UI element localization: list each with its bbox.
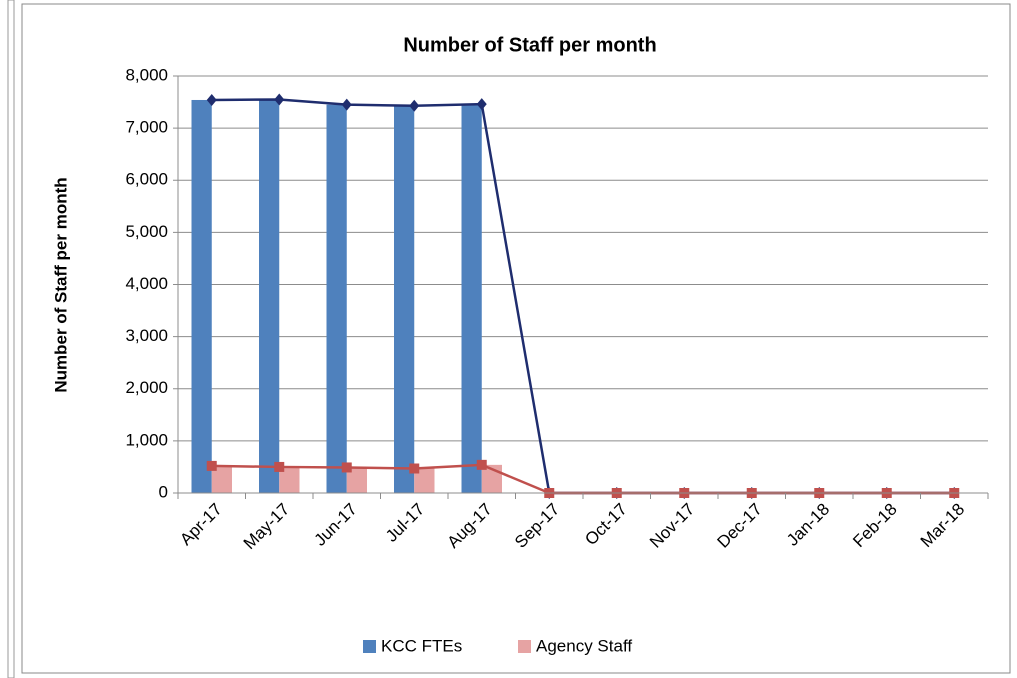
bar [461,104,482,494]
y-tick-label: 3,000 [125,326,168,345]
bar [279,466,300,493]
bar [211,465,232,493]
marker [409,99,420,112]
bar [259,99,280,494]
marker [409,463,420,474]
marker [206,93,217,106]
bar [346,467,367,493]
y-tick-label: 6,000 [125,170,168,189]
marker [206,460,217,471]
y-tick-label: 0 [159,482,168,501]
chart-frame [21,3,1011,674]
y-tick-label: 4,000 [125,274,168,293]
chart-title: Number of Staff per month [403,34,656,56]
bar [326,104,347,493]
bar [394,105,415,494]
marker [341,98,352,111]
y-axis-label: Number of Staff per month [51,177,70,392]
y-tick-label: 8,000 [125,65,168,84]
y-tick-label: 1,000 [125,430,168,449]
legend-label: Agency Staff [536,636,632,655]
legend-swatch [518,640,531,653]
page-border [7,0,15,678]
marker [476,459,487,470]
y-tick-label: 2,000 [125,378,168,397]
bar [414,468,435,493]
marker [476,98,487,111]
marker [274,461,285,472]
y-tick-label: 5,000 [125,222,168,241]
legend-swatch [363,640,376,653]
legend-label: KCC FTEs [381,636,462,655]
y-tick-label: 7,000 [125,118,168,137]
marker [341,462,352,473]
bar [191,99,212,493]
marker [274,93,285,106]
